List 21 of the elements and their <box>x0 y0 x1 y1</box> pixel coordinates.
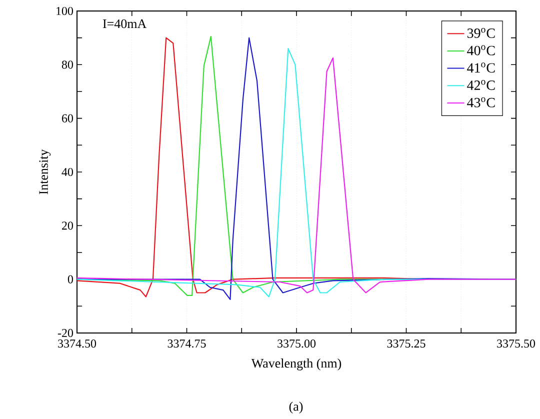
y-axis-title: Intensity <box>39 149 51 194</box>
y-tick-label: -20 <box>58 328 74 338</box>
x-tick-label: 3375.00 <box>278 340 316 348</box>
y-tick-label: 80 <box>62 60 74 69</box>
x-tick-label: 3374.50 <box>58 340 96 348</box>
y-tick-label: 20 <box>62 222 74 230</box>
legend-label: 41$^{o}$C <box>467 62 495 73</box>
legend-label: 39$^{o}$C <box>467 28 495 38</box>
text: (a) <box>289 402 303 414</box>
y-tick-label: 60 <box>62 114 74 122</box>
legend-label: 42$^{o}$C <box>467 80 495 90</box>
x-axis-title: Wavelength (nm) <box>251 358 342 370</box>
legend-label: 43$^{o}$C <box>467 97 495 108</box>
annotation: I=40mA <box>102 19 147 28</box>
y-tick-label: 0 <box>68 275 74 284</box>
y-tick-label: 100 <box>56 6 74 16</box>
x-tick-label: 3375.25 <box>387 340 426 348</box>
x-tick-label: 3375.50 <box>497 340 536 348</box>
y-tick-label: 40 <box>62 168 74 176</box>
legend-label: 40$^{o}$C <box>467 45 495 56</box>
x-tick-label: 3374.75 <box>168 340 206 348</box>
